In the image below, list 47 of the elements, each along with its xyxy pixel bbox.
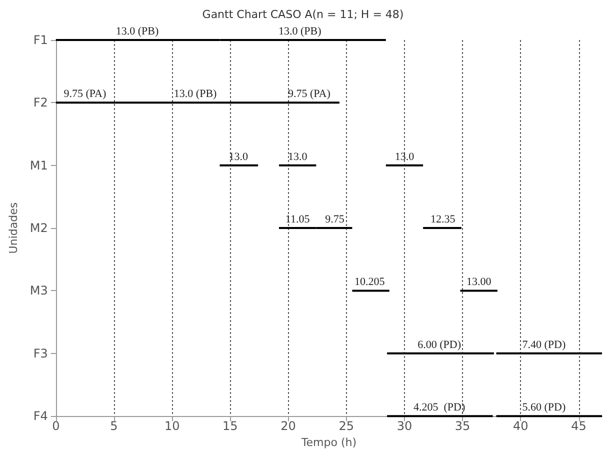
annotation: 13.0	[394, 150, 415, 163]
annotation: 13.00	[466, 276, 492, 288]
annotation: 9.75 (PA)	[64, 88, 106, 100]
bar	[387, 415, 493, 418]
annotation: 12.35	[430, 214, 456, 226]
bar	[496, 415, 602, 418]
annotation: 10.205	[354, 276, 386, 288]
y-axis-title: Unidades	[7, 202, 20, 254]
x-tick-label: 30	[396, 419, 412, 434]
bar	[387, 352, 494, 354]
y-tick-label: M2	[30, 221, 48, 236]
y-tick-label: F1	[33, 33, 48, 47]
bar	[386, 164, 424, 166]
annotation: 11.05	[285, 214, 310, 226]
bar	[220, 164, 258, 166]
bar	[496, 352, 602, 354]
x-axis-title: Tempo (h)	[300, 436, 356, 449]
x-tick-label: 40	[513, 419, 528, 434]
annotation: 13.0	[228, 150, 248, 163]
y-tick-label: F2	[33, 96, 48, 110]
x-tick-label: 5	[110, 419, 118, 434]
annotation: 4.205 (PD)	[414, 402, 466, 414]
bar	[278, 164, 316, 166]
bar	[352, 290, 390, 292]
annotation: 13.0	[288, 150, 308, 163]
annotation: 13.0 (PB)	[174, 88, 218, 100]
x-tick-label: 15	[222, 419, 238, 434]
annotation: 13.0 (PB)	[278, 26, 322, 38]
annotation: 7.40 (PD)	[522, 338, 566, 351]
annotation: 6.00 (PD)	[418, 338, 462, 351]
x-tick-label: 25	[338, 419, 354, 434]
x-tick-label: 45	[571, 419, 586, 434]
annotation: 9.75 (PA)	[288, 88, 331, 100]
chart-title: Gantt Chart CASO A(n = 11; H = 48)	[202, 8, 404, 21]
x-tick-label: 20	[280, 419, 296, 434]
y-tick-label: F3	[33, 346, 48, 360]
annotation: 9.75	[325, 214, 345, 226]
annotation: 5.60 (PD)	[522, 402, 566, 414]
x-tick-label: 35	[454, 419, 470, 434]
y-tick-label: F4	[33, 409, 48, 424]
x-tick-label: 10	[164, 419, 180, 434]
annotation: 13.0 (PB)	[116, 26, 159, 38]
y-tick-label: M3	[30, 284, 48, 298]
bar	[423, 227, 462, 230]
bar	[460, 290, 498, 292]
y-tick-label: M1	[30, 158, 48, 172]
x-tick-label: 0	[52, 419, 60, 434]
